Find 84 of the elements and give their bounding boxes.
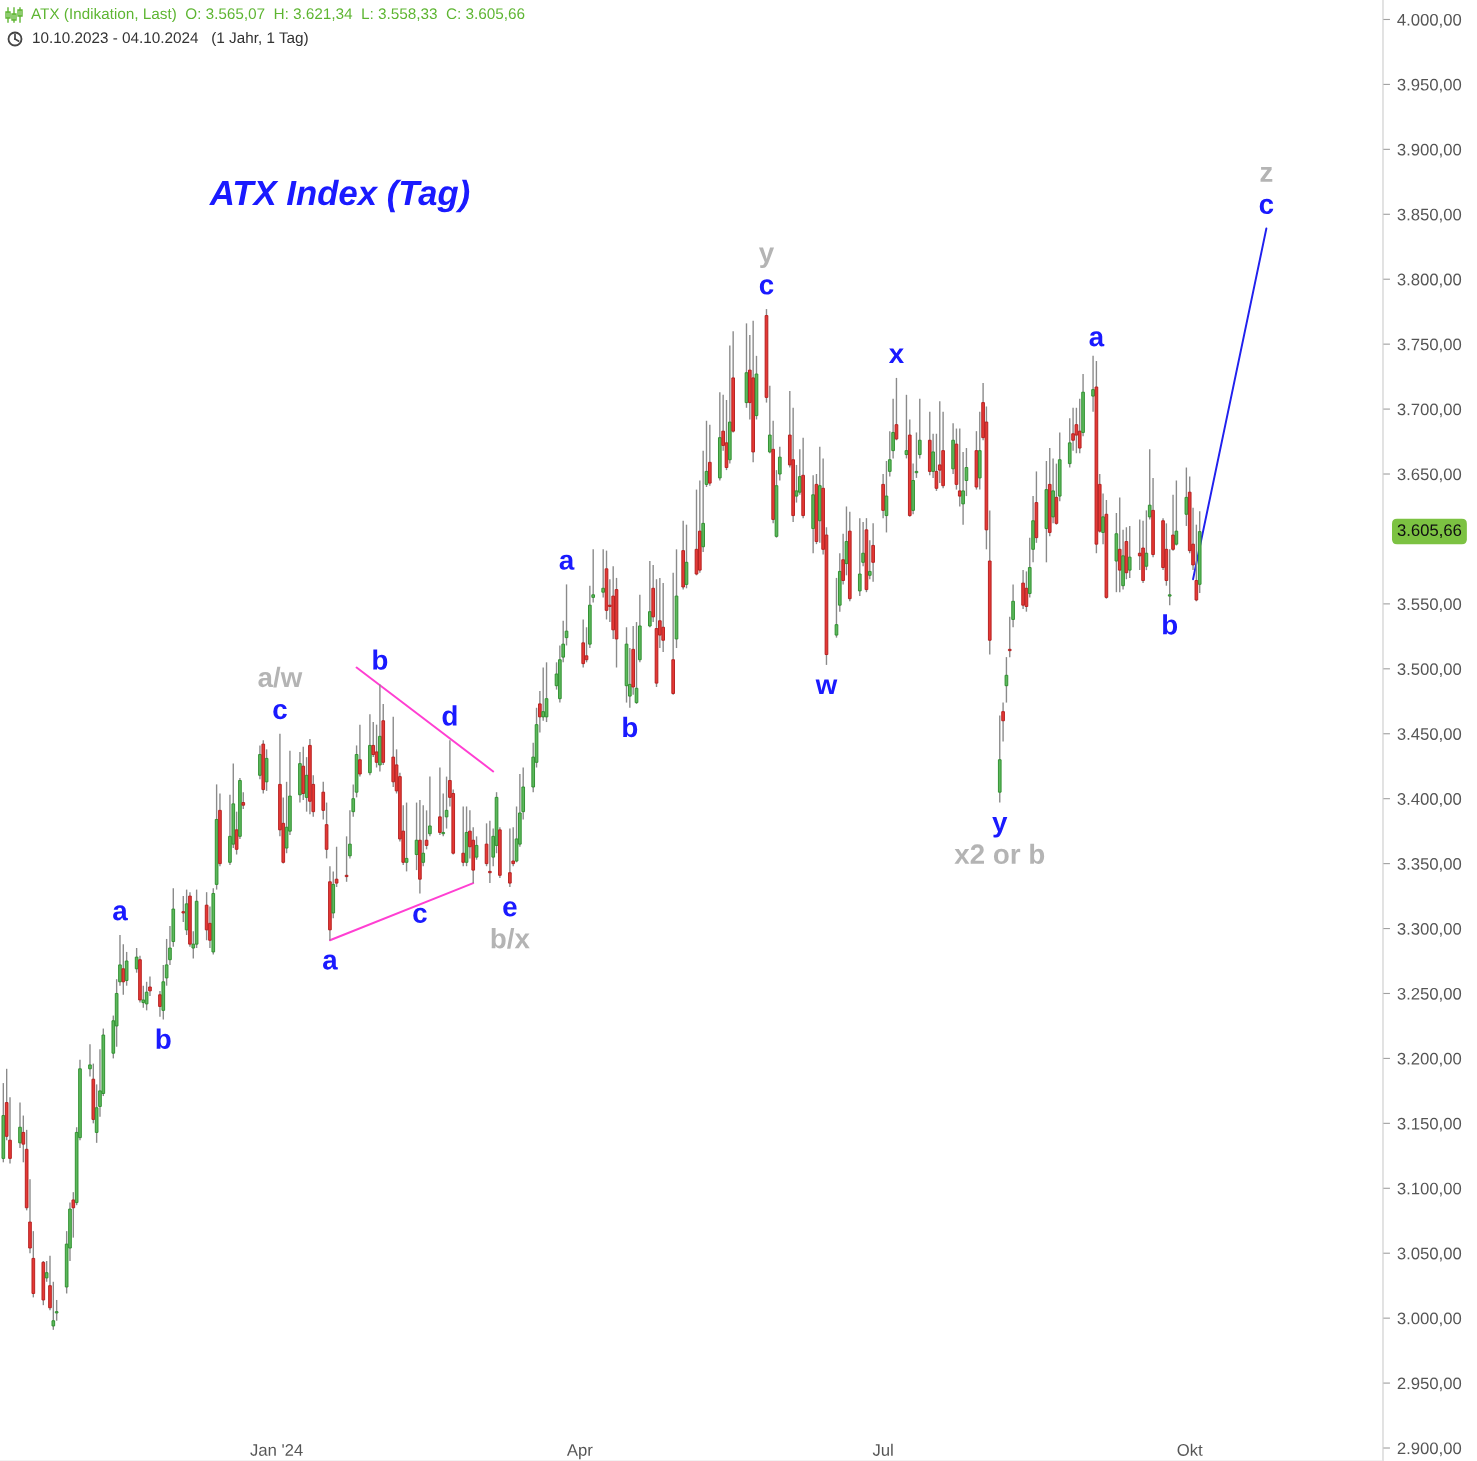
candlestick (1167, 548, 1172, 606)
y-tick-label: 3.200,00 (1397, 1052, 1462, 1067)
y-tick-label: 3.950,00 (1397, 78, 1462, 93)
annotation: c (273, 703, 287, 720)
candlestick (51, 1281, 56, 1331)
annotation: a (113, 905, 128, 921)
candlestick (904, 394, 909, 460)
x-tick-label: Apr (566, 1444, 593, 1460)
candlestick (438, 766, 442, 836)
y-tick-label: 3.500,00 (1397, 663, 1462, 677)
candlestick (1007, 616, 1012, 658)
candlestick (601, 548, 606, 599)
annotation: z (1260, 167, 1273, 182)
chart-subtitle: ATX (Indikation, Last) O: 3.565,07 H: 3.621,34 L: 3.558,33 C: 3.605,66 (31, 7, 525, 23)
candlestick (508, 827, 512, 888)
y-tick-label: 3.000,00 (1397, 1312, 1462, 1327)
annotation: d (442, 705, 457, 726)
y-tick-label: 3.550,00 (1397, 598, 1462, 613)
candlestick (344, 835, 349, 883)
annotation: y (992, 817, 1008, 838)
x-tick-label: Jan '24 (250, 1444, 303, 1456)
y-tick-label: 3.050,00 (1397, 1247, 1462, 1262)
candlestick (1184, 466, 1189, 527)
candlestick (181, 895, 186, 923)
candlestick (871, 522, 875, 583)
annotation: x2 or b (954, 843, 1045, 865)
annotation: w (815, 679, 838, 695)
annotation: a/w (258, 666, 303, 688)
annotation: a (559, 554, 575, 570)
y-tick-label: 3.100,00 (1397, 1182, 1462, 1197)
y-tick-label: 2.900,00 (1397, 1442, 1462, 1457)
candlestick (661, 582, 665, 653)
y-tick-label: 2.950,00 (1397, 1377, 1462, 1392)
candlestick (1174, 479, 1179, 547)
candlestick (121, 943, 126, 996)
y-tick-label: 3.750,00 (1397, 338, 1462, 353)
y-tick-label: 3.400,00 (1397, 793, 1462, 807)
annotation: b (623, 716, 638, 738)
candlestick (264, 748, 269, 792)
annotation: a (323, 954, 338, 970)
annotation: c (1259, 198, 1274, 215)
annotation: b (373, 649, 388, 670)
annotation: c (413, 907, 427, 923)
annotation: b/x (491, 928, 530, 949)
annotation: b (156, 1028, 171, 1049)
candlestick (1144, 509, 1149, 571)
y-tick-label: 3.800,00 (1397, 273, 1462, 288)
candlestick (541, 666, 546, 722)
candlestick (857, 517, 862, 597)
candlestick (584, 626, 589, 664)
candlestick (581, 618, 586, 669)
x-tick-label: Okt (1177, 1443, 1203, 1456)
candlestick (421, 804, 426, 867)
annotation: b (1163, 614, 1178, 635)
candlestick (1004, 656, 1009, 704)
candlestick (708, 423, 712, 487)
text: ATX Index (Tag) (209, 179, 470, 213)
annotation: x (888, 348, 904, 364)
x-tick-label: Jul (872, 1443, 893, 1456)
candlestick (8, 1096, 12, 1165)
annotation: y (758, 247, 775, 269)
candlestick (144, 981, 149, 1012)
candlestick (358, 723, 362, 778)
y-tick-label: 4.000,00 (1397, 13, 1462, 28)
annotation: 10.10.2023 - 04.10.2024 (1 Jahr, 1 Tag) (33, 31, 308, 47)
annotation: e (503, 901, 517, 917)
candlestick (488, 820, 492, 884)
y-tick-label: 3.150,00 (1397, 1117, 1462, 1132)
y-tick-label: 3.300,00 (1397, 922, 1462, 937)
y-tick-label: 3.850,00 (1397, 208, 1462, 223)
candlestick (544, 661, 549, 723)
y-tick-label: 3.250,00 (1397, 987, 1462, 1002)
candlestick (1021, 569, 1025, 610)
annotation: c (759, 279, 774, 295)
y-tick-label: 3.700,00 (1397, 403, 1462, 418)
y-tick-label: 3.900,00 (1397, 143, 1462, 158)
annotation: a (1089, 331, 1105, 347)
candlestick (1091, 355, 1095, 413)
text: 3.605,66 (1397, 524, 1462, 539)
candlestick (474, 835, 479, 861)
y-tick-label: 3.650,00 (1397, 468, 1462, 483)
y-tick-label: 3.450,00 (1397, 728, 1462, 742)
candlestick (374, 723, 379, 769)
y-tick-label: 3.350,00 (1397, 858, 1462, 872)
